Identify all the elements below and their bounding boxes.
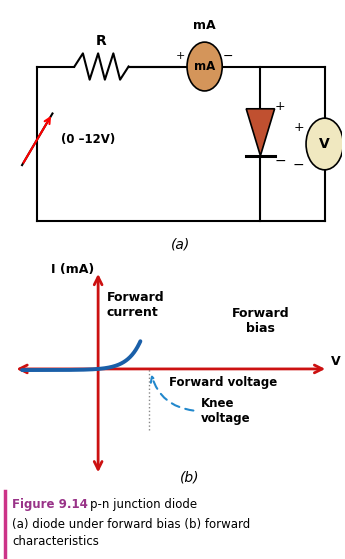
Text: +: + (275, 100, 285, 113)
Text: Figure 9.14: Figure 9.14 (12, 498, 88, 510)
Text: −: − (274, 153, 286, 168)
Text: Forward
current: Forward current (107, 291, 164, 319)
Text: +: + (176, 51, 186, 61)
Text: V: V (332, 356, 341, 368)
Text: Knee
voltage: Knee voltage (201, 397, 251, 425)
Text: mA: mA (193, 19, 216, 32)
Text: (0 –12V): (0 –12V) (61, 133, 115, 146)
Text: (b): (b) (180, 471, 199, 485)
Circle shape (306, 118, 343, 170)
Text: (a) diode under forward bias (b) forward: (a) diode under forward bias (b) forward (12, 518, 250, 530)
Text: I (mA): I (mA) (51, 263, 94, 276)
Polygon shape (246, 109, 275, 156)
Text: (a): (a) (171, 238, 190, 252)
Text: −: − (223, 50, 234, 63)
Text: R: R (96, 34, 107, 48)
Circle shape (187, 42, 222, 91)
Text: −: − (293, 158, 304, 172)
Text: characteristics: characteristics (12, 534, 99, 547)
Text: Forward voltage: Forward voltage (169, 376, 277, 390)
Text: mA: mA (194, 60, 215, 73)
Text: p-n junction diode: p-n junction diode (90, 498, 197, 510)
Text: V: V (319, 137, 330, 151)
Text: Forward
bias: Forward bias (231, 307, 289, 335)
Text: +: + (293, 121, 304, 134)
